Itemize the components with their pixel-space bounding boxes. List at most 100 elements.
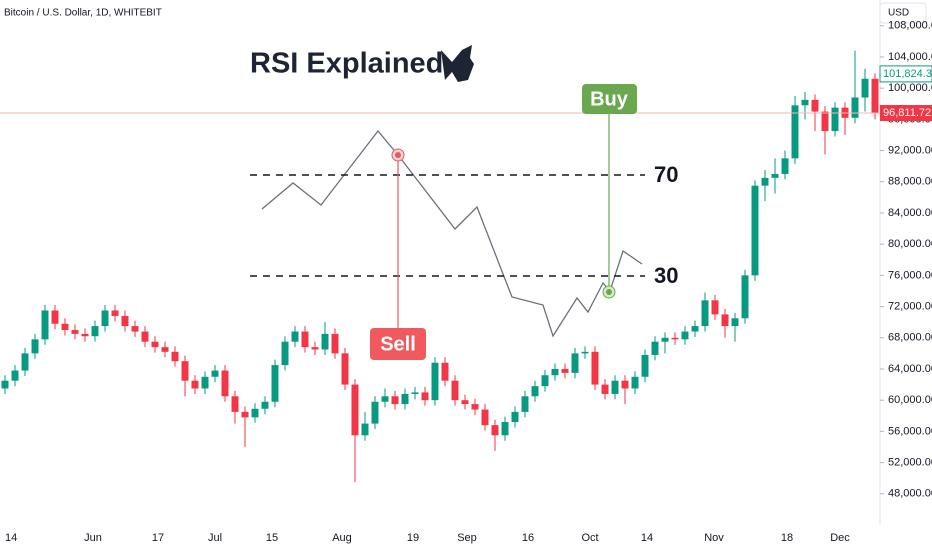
candle-body [721, 314, 729, 327]
y-tick-label: 72,000.00 [888, 300, 932, 312]
candle-body [381, 396, 389, 402]
y-tick-label: 100,000.00 [888, 82, 932, 94]
candle-body [301, 331, 309, 348]
candle-body [441, 362, 449, 381]
y-tick-label: 68,000.00 [888, 332, 932, 344]
candle-body [51, 310, 59, 324]
candle-body [501, 422, 509, 436]
candle-body [831, 107, 839, 132]
candle-body [491, 425, 499, 436]
candle-body [281, 341, 289, 366]
candle-body [101, 310, 109, 327]
y-tick-label: 52,000.00 [888, 456, 932, 468]
candle-body [371, 401, 379, 424]
candle-body [171, 351, 179, 362]
candle-body [791, 105, 799, 159]
candle-body [451, 380, 459, 401]
candle-body [151, 341, 159, 348]
logo [441, 45, 474, 82]
candle-body [91, 326, 99, 337]
candle-body [871, 78, 879, 114]
candle-body [511, 411, 519, 423]
candle-body [261, 401, 269, 409]
candle-body [31, 339, 39, 354]
rsi-level-label: 30 [654, 263, 678, 288]
candle-body [11, 370, 19, 381]
candle-body [431, 362, 439, 401]
candle-body [531, 386, 539, 397]
x-tick-label: Jul [208, 532, 222, 544]
candle-body [601, 384, 609, 394]
candle-body [351, 384, 359, 436]
candle-body [561, 368, 569, 373]
candle-body [821, 111, 829, 132]
candle-body [851, 97, 859, 118]
candle-body [641, 354, 649, 377]
candle-body [691, 326, 699, 332]
candle-body [271, 365, 279, 402]
candle-body [711, 300, 719, 315]
candle-body [761, 177, 769, 186]
candle-body [571, 353, 579, 373]
candle-body [461, 400, 469, 405]
candle-body [71, 329, 79, 334]
y-tick-label: 84,000.00 [888, 207, 932, 219]
candle-body [521, 396, 529, 412]
symbol-header: Bitcoin / U.S. Dollar, 1D, WHITEBIT [4, 8, 162, 19]
candle-body [651, 341, 659, 355]
y-tick-label: 80,000.00 [888, 238, 932, 250]
candle-body [291, 331, 299, 342]
rsi-line [261, 129, 643, 338]
sell-label: Sell [380, 333, 416, 355]
x-tick-label: Oct [581, 532, 598, 544]
x-tick-label: 15 [266, 532, 278, 544]
candle-body [361, 423, 369, 436]
candle-body [551, 368, 559, 376]
candle-body [221, 370, 229, 397]
candle-body [111, 310, 119, 316]
candle-body [81, 333, 89, 337]
candle-body [331, 333, 339, 354]
x-tick-label: 19 [407, 532, 419, 544]
y-tick-label: 88,000.00 [888, 176, 932, 188]
candle-body [771, 173, 779, 178]
candle-body [621, 380, 629, 389]
candle-body [671, 337, 679, 340]
candle-body [411, 392, 419, 394]
rsi-overlay: 70 30 Sell Buy [250, 84, 678, 360]
candle-body [751, 185, 759, 276]
y-tick-label: 56,000.00 [888, 425, 932, 437]
price-label-box [880, 105, 932, 122]
y-tick-label: 92,000.00 [888, 144, 932, 156]
y-tick-label: 64,000.00 [888, 363, 932, 375]
candle-body [131, 326, 139, 332]
buy-point-dot [606, 289, 612, 295]
sell-point-dot [395, 152, 401, 158]
candle-body [41, 310, 49, 340]
candle-body [781, 158, 789, 174]
x-tick-label: Aug [332, 532, 352, 544]
candle-body [811, 99, 819, 112]
y-tick-label: 108,000.00 [888, 20, 932, 32]
candle-body [181, 361, 189, 381]
candle-body [481, 409, 489, 426]
currency[interactable]: USD [888, 8, 909, 19]
x-tick-label: 14 [641, 532, 653, 544]
candle-body [241, 411, 249, 418]
buy-badge [582, 84, 637, 114]
price-label: 96,811.72 [883, 107, 931, 119]
candle-body [471, 404, 479, 410]
candle-body [731, 318, 739, 327]
candle-body [341, 353, 349, 385]
candles [1, 50, 879, 483]
candle-body [801, 99, 809, 106]
y-tick-label: 48,000.00 [888, 488, 932, 500]
price-label-box [879, 65, 932, 83]
x-tick-label: Dec [830, 532, 850, 544]
x-tick-label: Nov [704, 532, 724, 544]
candle-body [421, 392, 429, 401]
y-tick-label: 76,000.00 [888, 269, 932, 281]
x-tick-label: Sep [457, 532, 477, 544]
candle-body [391, 396, 399, 405]
